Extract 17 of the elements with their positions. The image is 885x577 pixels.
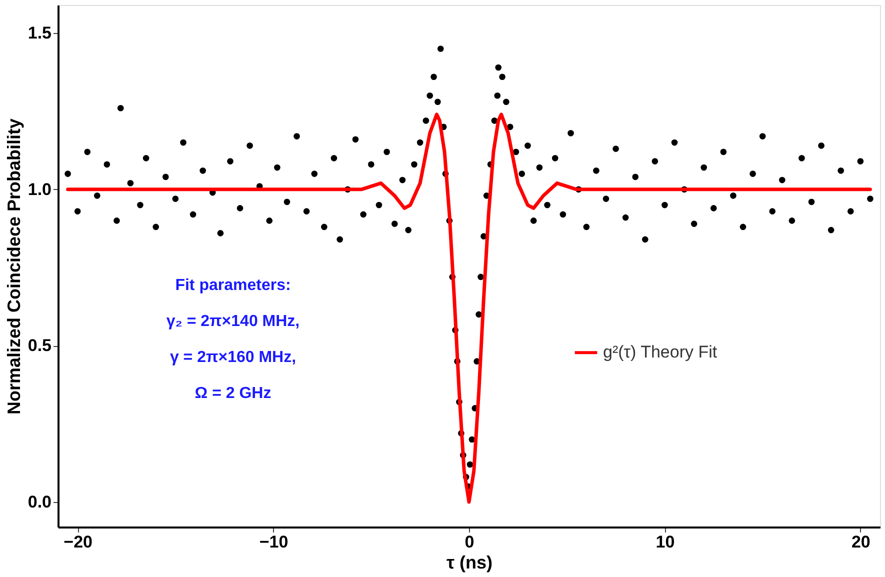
annotation: Ω = 2 GHz — [194, 385, 272, 402]
x-tick-label: 20 — [851, 532, 870, 552]
y-tick-label: 1.5 — [28, 24, 52, 43]
y-tick-label: 0.5 — [28, 336, 52, 356]
x-tick-label: −20 — [64, 532, 92, 552]
x-tick-label: 0 — [464, 532, 474, 552]
y-tick-label: 0.0 — [28, 492, 52, 512]
annotation: γ₂ = 2π×140 MHz, — [166, 313, 300, 330]
legend-label: g²(τ) Theory Fit — [603, 342, 718, 362]
x-tick-label: −10 — [259, 532, 288, 552]
x-tick-label: 10 — [656, 532, 675, 552]
y-axis-title: Normalized Coincidece Probability — [4, 118, 24, 415]
annotation: γ = 2π×160 MHz, — [170, 349, 296, 366]
y-tick-label: 1.0 — [28, 180, 52, 199]
line-series — [66, 112, 872, 504]
x-axis-title: τ (ns) — [446, 552, 493, 572]
annotation: Fit parameters: — [175, 277, 291, 294]
